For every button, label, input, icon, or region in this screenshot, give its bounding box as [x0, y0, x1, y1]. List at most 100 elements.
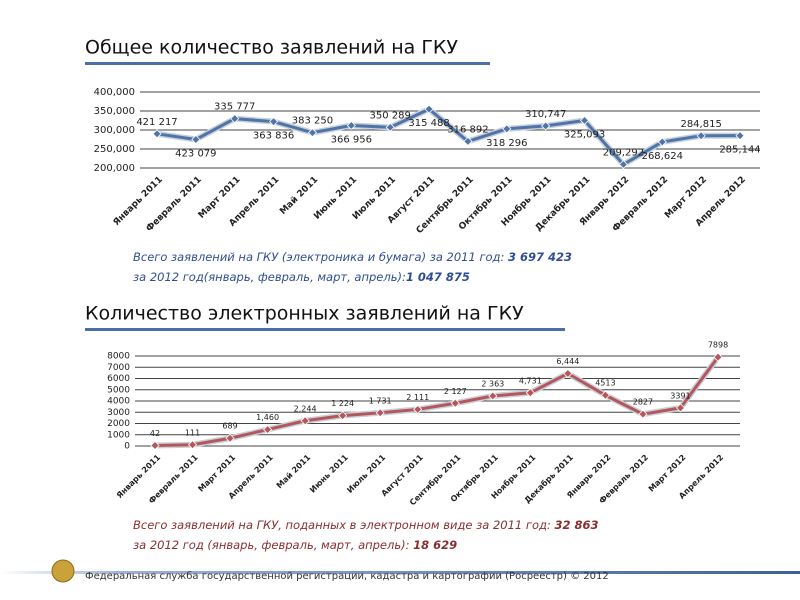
data-label: 335 777 — [214, 102, 255, 113]
data-label: 318 296 — [486, 138, 527, 149]
x-tick-label: Март 2012 — [647, 453, 688, 494]
data-label: 316 892 — [447, 124, 488, 135]
data-point — [269, 117, 279, 127]
note: Всего заявлений на ГКУ, поданных в элект… — [133, 518, 598, 532]
note-text: Всего заявлений на ГКУ (электроника и бу… — [133, 250, 508, 264]
data-label: 350 289 — [370, 110, 411, 121]
data-point — [618, 159, 628, 170]
data-label: 2 111 — [406, 393, 429, 402]
data-point — [225, 433, 235, 443]
data-point — [696, 131, 706, 141]
y-tick-label: 6000 — [107, 374, 130, 384]
chart-title: Общее количество заявлений на ГКУ — [85, 37, 458, 59]
note-text: Всего заявлений на ГКУ, поданных в элект… — [133, 518, 554, 532]
data-point — [307, 128, 318, 138]
note-text: за 2012 год(январь, февраль, март, апрел… — [133, 270, 406, 284]
data-label: 6,444 — [556, 357, 579, 366]
data-point — [638, 409, 648, 419]
y-tick-label: 5000 — [107, 385, 130, 395]
footer-line — [0, 571, 800, 574]
data-point — [579, 115, 590, 126]
data-label: 315 488 — [408, 118, 449, 129]
data-label: 366 956 — [331, 134, 372, 145]
data-label: 2,244 — [294, 404, 317, 413]
x-tick-label: Июль 2011 — [345, 453, 387, 495]
note-value: 1 047 875 — [406, 270, 470, 284]
data-label: 2 363 — [481, 379, 504, 388]
data-point — [450, 398, 460, 408]
data-point — [263, 425, 273, 435]
data-point — [230, 114, 240, 124]
y-tick-label: 200,000 — [94, 163, 135, 174]
data-label: 3391 — [670, 391, 690, 400]
data-label: 310,747 — [525, 109, 566, 120]
title-underline — [85, 328, 565, 331]
data-label: 2 127 — [444, 387, 467, 396]
data-point — [600, 390, 610, 400]
y-tick-label: 300,000 — [94, 125, 135, 136]
data-label: 383 250 — [292, 116, 333, 127]
y-tick-label: 8000 — [107, 352, 130, 362]
data-label: 209,292 — [603, 147, 644, 158]
data-point — [675, 403, 686, 413]
emblem — [51, 559, 75, 583]
y-tick-label: 7000 — [107, 363, 130, 373]
data-point — [502, 124, 512, 134]
series-line — [156, 107, 741, 166]
data-label: 1,460 — [256, 413, 279, 422]
note-value: 32 863 — [554, 518, 598, 532]
note-text: за 2012 год (январь, февраль, март, апре… — [133, 538, 413, 552]
data-point — [375, 408, 385, 418]
series-line — [154, 356, 720, 448]
data-label: 285,144 — [719, 145, 760, 156]
data-point — [150, 440, 160, 451]
y-tick-label: 0 — [124, 442, 130, 452]
data-label: 1 731 — [369, 396, 392, 405]
data-point — [563, 368, 573, 379]
y-tick-label: 4000 — [107, 397, 130, 407]
data-point — [657, 137, 667, 147]
data-label: 325,093 — [564, 129, 605, 140]
data-label: 4513 — [595, 379, 615, 388]
note-value: 3 697 423 — [508, 250, 572, 264]
x-tick-label: Май 2011 — [275, 453, 313, 491]
y-tick-label: 3000 — [107, 408, 130, 418]
data-label: 268,624 — [642, 151, 683, 162]
note: за 2012 год (январь, февраль, март, апре… — [133, 538, 457, 552]
data-label: 423 079 — [175, 149, 216, 160]
data-point — [424, 104, 434, 114]
chart-title: Количество электронных заявлений на ГКУ — [85, 303, 524, 325]
data-label: 42 — [150, 429, 160, 438]
data-label: 2827 — [633, 398, 653, 407]
data-point — [541, 121, 551, 131]
data-label: 421 217 — [136, 117, 177, 128]
data-point — [346, 120, 356, 131]
data-label: 4,731 — [519, 376, 542, 385]
note: за 2012 год(январь, февраль, март, апрел… — [133, 270, 470, 284]
data-point — [735, 131, 745, 141]
y-tick-label: 1000 — [107, 430, 130, 440]
x-tick-label: Март 2011 — [196, 453, 237, 494]
data-point — [385, 122, 395, 132]
data-point — [300, 416, 310, 426]
data-label: 689 — [222, 422, 237, 431]
data-point — [463, 136, 473, 146]
data-point — [413, 404, 423, 415]
data-label: 7898 — [708, 341, 728, 350]
y-tick-label: 250,000 — [94, 144, 135, 155]
data-point — [152, 129, 162, 139]
x-tick-label: Июнь 2011 — [308, 453, 350, 495]
footer: Федеральная служба государственной регис… — [85, 571, 609, 582]
note: Всего заявлений на ГКУ (электроника и бу… — [133, 250, 572, 264]
data-label: 284,815 — [680, 119, 721, 130]
data-point — [338, 411, 348, 421]
data-point — [488, 391, 498, 401]
y-tick-label: 2000 — [107, 419, 130, 429]
x-tick-label: Май 2011 — [278, 175, 320, 217]
data-point — [187, 440, 198, 450]
y-tick-label: 400,000 — [94, 87, 135, 98]
data-point — [191, 134, 201, 145]
y-tick-label: 350,000 — [94, 106, 135, 117]
data-label: 363 836 — [253, 131, 294, 142]
